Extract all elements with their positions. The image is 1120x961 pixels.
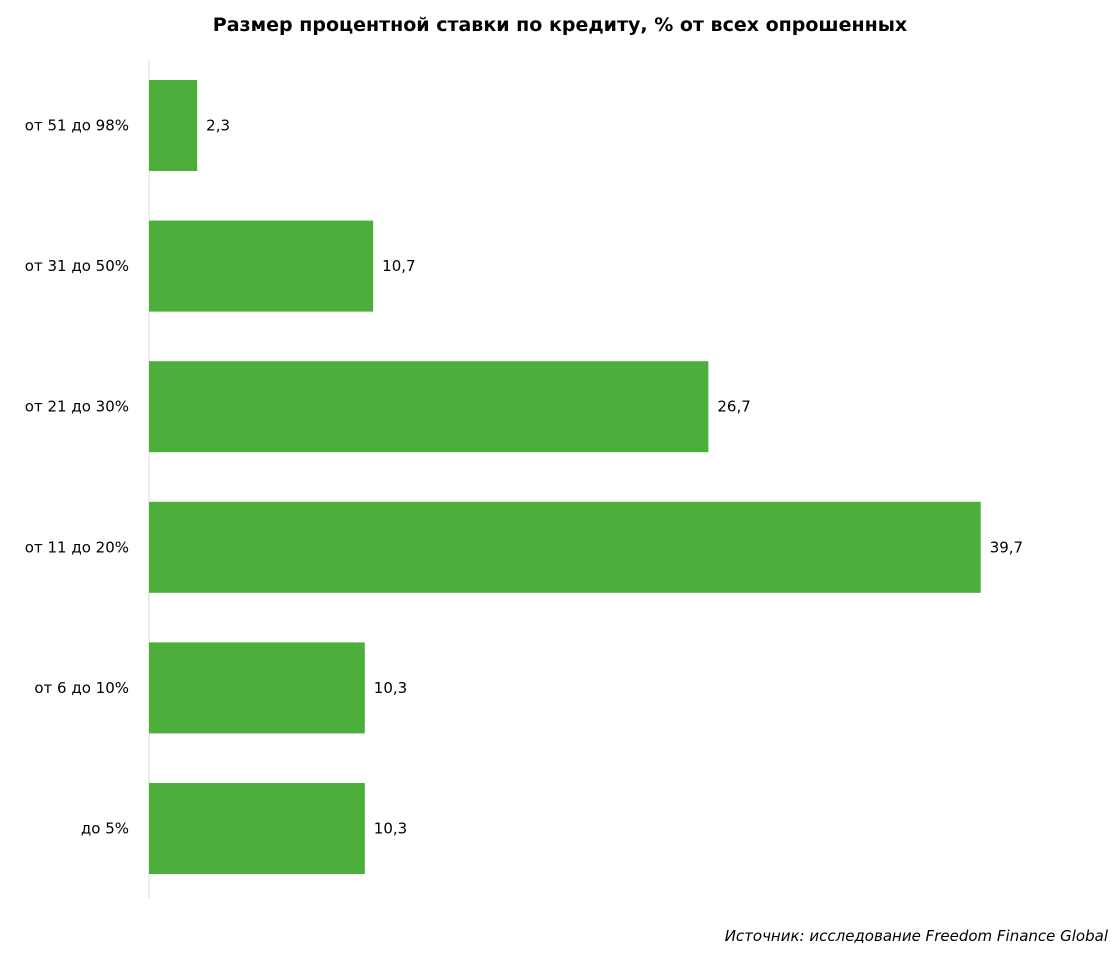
value-label: 10,7 (382, 257, 415, 275)
value-label: 10,3 (374, 679, 407, 697)
category-label: от 51 до 98% (25, 117, 129, 135)
value-label: 26,7 (717, 398, 750, 416)
value-label: 10,3 (374, 820, 407, 838)
category-label: от 21 до 30% (25, 398, 129, 416)
bar (149, 361, 709, 453)
category-label: от 6 до 10% (34, 679, 129, 697)
category-label: до 5% (81, 820, 129, 838)
bar (149, 80, 198, 171)
bar (149, 501, 981, 593)
bar (149, 783, 365, 874)
bar (149, 220, 374, 312)
value-label: 2,3 (206, 117, 230, 135)
category-label: от 11 до 20% (25, 538, 129, 556)
source-note: Источник: исследование Freedom Finance G… (724, 927, 1108, 945)
value-label: 39,7 (990, 538, 1023, 556)
bar (149, 642, 365, 734)
chart-title: Размер процентной ставки по кредиту, % о… (212, 14, 908, 36)
category-label: от 31 до 50% (25, 257, 129, 275)
